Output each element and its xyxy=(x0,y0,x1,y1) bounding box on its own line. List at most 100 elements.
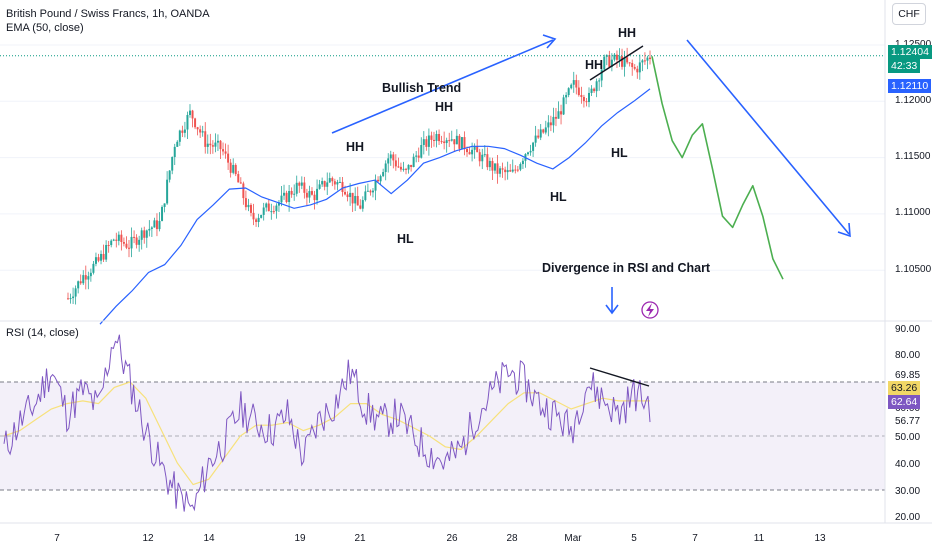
chart-title: British Pound / Swiss Francs, 1h, OANDA xyxy=(6,8,210,20)
candle-body xyxy=(631,63,634,68)
candle-body xyxy=(110,240,113,246)
candle-body xyxy=(188,110,191,115)
candle-body xyxy=(130,236,133,249)
candle-body xyxy=(443,141,446,144)
rsi-ma-tag: 63.26 xyxy=(888,381,921,395)
candle-body xyxy=(219,140,222,150)
candle-body xyxy=(313,194,316,201)
candle-body xyxy=(115,239,118,241)
candle-body xyxy=(387,158,390,164)
time-axis[interactable]: 7 12 14 19 21 26 28 Mar 5 7 11 13 xyxy=(54,533,826,544)
time-tick: 7 xyxy=(692,533,698,544)
candle-body xyxy=(120,234,123,243)
candle-body xyxy=(310,191,313,195)
candle-body xyxy=(272,211,275,213)
rsi-tick: 30.00 xyxy=(895,486,920,497)
candle-body xyxy=(237,174,240,183)
candle-body xyxy=(280,195,283,203)
candle-body xyxy=(389,154,392,159)
hh-label-4: HH xyxy=(618,26,636,40)
candle-body xyxy=(618,56,621,60)
candle-body xyxy=(593,88,596,92)
candle-body xyxy=(626,57,629,63)
candle-body xyxy=(572,80,575,85)
candle-body xyxy=(539,129,542,138)
price-axis[interactable]: 1.12500 1.12000 1.11500 1.11000 1.10500 xyxy=(895,39,932,275)
candle-body xyxy=(445,140,448,144)
candle-body xyxy=(244,198,247,208)
candle-body xyxy=(166,179,169,204)
candle-body xyxy=(349,192,352,198)
candle-body xyxy=(369,190,372,193)
candle-body xyxy=(89,272,92,277)
candle-body xyxy=(435,133,438,141)
price-tick: 1.10500 xyxy=(895,264,932,275)
candle-body xyxy=(481,154,484,162)
candle-body xyxy=(127,247,130,249)
candle-body xyxy=(506,170,509,173)
candle-body xyxy=(138,239,141,245)
candle-body xyxy=(425,139,428,147)
ema-indicator-label[interactable]: EMA (50, close) xyxy=(6,22,84,34)
candle-body xyxy=(168,170,171,180)
hh-label-1: HH xyxy=(346,140,364,154)
price-tick: 1.12500 xyxy=(895,39,932,50)
candle-body xyxy=(300,182,303,186)
candle-body xyxy=(122,242,125,244)
candle-body xyxy=(173,146,176,158)
candle-body xyxy=(255,219,258,222)
candle-body xyxy=(133,236,136,238)
rsi-axis[interactable]: 90.00 80.00 60.00 50.00 40.00 30.00 20.0… xyxy=(895,324,920,523)
rsi-indicator-label[interactable]: RSI (14, close) xyxy=(6,327,79,339)
time-tick: 21 xyxy=(354,533,366,544)
candle-body xyxy=(511,169,514,172)
rsi-tick: 40.00 xyxy=(895,459,920,470)
candle-body xyxy=(351,192,354,204)
price-tick: 1.12000 xyxy=(895,95,932,106)
candle-body xyxy=(82,275,85,284)
currency-button[interactable]: CHF xyxy=(892,3,926,25)
candle-body xyxy=(222,149,225,152)
candle-body xyxy=(72,296,75,299)
candle-body xyxy=(209,143,212,146)
candle-body xyxy=(199,129,202,133)
hh-label-2: HH xyxy=(435,100,453,114)
candle-body xyxy=(252,212,255,220)
candle-body xyxy=(636,68,639,73)
candle-body xyxy=(265,203,268,208)
candle-body xyxy=(486,154,489,168)
candle-body xyxy=(422,139,425,145)
candle-body xyxy=(267,203,270,212)
candle-body xyxy=(346,194,349,198)
candle-body xyxy=(577,87,580,96)
lightning-icon[interactable] xyxy=(641,301,659,319)
candle-body xyxy=(242,183,245,199)
rsi-line xyxy=(3,334,651,512)
candle-body xyxy=(181,130,184,133)
rsi-level-upper: 69.85 xyxy=(895,370,920,381)
time-tick: 7 xyxy=(54,533,60,544)
candle-body xyxy=(344,191,347,195)
candle-body xyxy=(270,211,273,213)
candle-body xyxy=(288,190,291,203)
candle-body xyxy=(105,244,108,260)
candle-body xyxy=(549,122,552,126)
candle-body xyxy=(557,111,560,119)
candle-body xyxy=(537,135,540,138)
candle-body xyxy=(399,166,402,170)
rsi-tick: 90.00 xyxy=(895,324,920,335)
candle-body xyxy=(483,154,486,156)
candle-body xyxy=(323,181,326,187)
candle-body xyxy=(430,135,433,140)
candle-body xyxy=(333,181,336,185)
countdown-tag: 42:33 xyxy=(888,59,921,73)
candle-body xyxy=(453,139,456,145)
candle-body xyxy=(163,203,166,207)
candle-body xyxy=(216,140,219,143)
candle-body xyxy=(125,243,128,248)
candle-body xyxy=(516,169,519,171)
candle-body xyxy=(440,141,443,143)
candle-body xyxy=(628,62,631,64)
candle-body xyxy=(155,220,158,230)
candle-body xyxy=(148,228,151,231)
